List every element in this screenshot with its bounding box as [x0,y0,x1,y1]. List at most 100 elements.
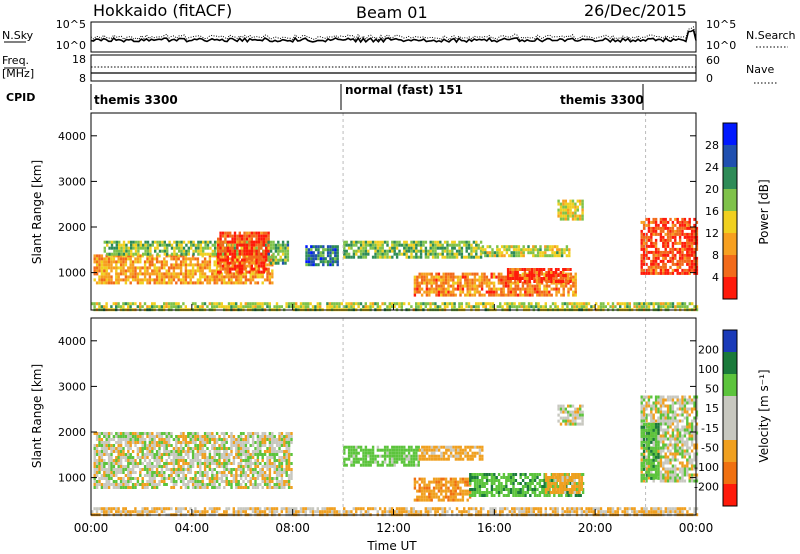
heatmap-cell [347,255,351,259]
heatmap-cell [355,460,358,464]
heatmap-cell [137,252,140,256]
heatmap-cell [695,238,699,242]
heatmap-cell [347,302,351,306]
heatmap-cell [562,199,565,203]
heatmap-cell [265,252,268,256]
heatmap-cell [168,243,171,247]
heatmap-cell [536,284,539,288]
heatmap-cell [310,263,313,267]
heatmap-cell [695,241,699,245]
heatmap-cell [513,302,516,306]
heatmap-cell [187,483,190,486]
heatmap-cell [452,275,455,279]
heatmap-cell [362,249,365,253]
heatmap-cell [220,275,224,279]
heatmap-cell [231,249,234,253]
heatmap-cell [362,448,365,452]
heatmap-cell [418,284,421,288]
heatmap-cell [260,234,263,238]
heatmap-cell [98,453,101,456]
heatmap-cell [652,250,655,254]
heatmap-cell [231,264,234,268]
heatmap-cell [151,468,154,471]
heatmap-cell [199,462,202,465]
heatmap-cell [132,240,135,244]
heatmap-cell [196,480,200,483]
heatmap-cell [105,441,108,444]
heatmap-cell [115,435,118,438]
heatmap-cell [478,479,482,482]
heatmap-cell [431,252,435,256]
heatmap-cell [117,477,120,480]
heatmap-cell [476,482,479,485]
heatmap-cell [95,266,99,270]
heatmap-cell [671,302,675,306]
heatmap-cell [386,305,389,309]
heatmap-cell [686,232,689,236]
heatmap-cell [664,253,667,257]
heatmap-cell [467,302,471,306]
heatmap-cell [134,269,137,273]
heatmap-cell [134,278,137,282]
heatmap-cell [225,275,228,279]
heatmap-cell [179,263,183,267]
heatmap-cell [599,302,603,306]
heatmap-cell [187,465,190,468]
heatmap-cell [453,305,456,309]
heatmap-cell [416,495,419,499]
heatmap-cell [369,454,372,458]
heatmap-cell [177,450,180,453]
heatmap-cell [244,462,248,465]
heatmap-cell [243,237,246,241]
heatmap-cell [158,453,161,456]
heatmap-cell [139,483,142,486]
heatmap-cell [172,480,176,483]
heatmap-cell [148,483,152,486]
heatmap-cell [693,268,696,272]
heatmap-cell [381,246,384,250]
heatmap-cell [256,272,260,276]
heatmap-cell [136,465,140,468]
heatmap-cell [532,254,535,258]
heatmap-cell [544,245,547,249]
heatmap-cell [279,258,282,262]
heatmap-cell [518,305,521,309]
heatmap-cell [352,243,356,247]
heatmap-cell [548,254,552,258]
heatmap-cell [466,272,469,276]
heatmap-cell [151,483,154,486]
heatmap-cell [485,479,489,482]
heatmap-cell [492,287,496,291]
heatmap-cell [490,272,493,276]
heatmap-cell [112,459,116,462]
heatmap-cell [242,474,245,477]
heatmap-cell [400,302,403,306]
heatmap-cell [237,278,240,282]
heatmap-cell [165,483,168,486]
heatmap-cell [420,480,424,484]
heatmap-cell [163,252,166,256]
heatmap-cell [564,211,567,215]
heatmap-cell [223,275,226,279]
heatmap-cell [643,305,646,309]
heatmap-cell [437,278,441,282]
heatmap-cell [461,451,465,455]
heatmap-cell [405,448,408,452]
heatmap-cell [242,305,245,309]
heatmap-cell [232,462,236,465]
heatmap-cell [220,305,223,309]
heatmap-cell [469,445,472,449]
heatmap-cell [143,444,147,447]
heatmap-cell [420,287,424,291]
heatmap-cell [280,462,284,465]
heatmap-cell [476,278,479,282]
heatmap-cell [254,281,257,285]
heatmap-cell [115,480,118,483]
heatmap-cell [579,199,582,203]
heatmap-cell [266,275,269,279]
heatmap-cell [266,435,269,438]
heatmap-cell [119,483,123,486]
y-tick-label: 1000 [58,267,86,280]
heatmap-cell [437,445,441,449]
heatmap-cell [247,441,250,444]
